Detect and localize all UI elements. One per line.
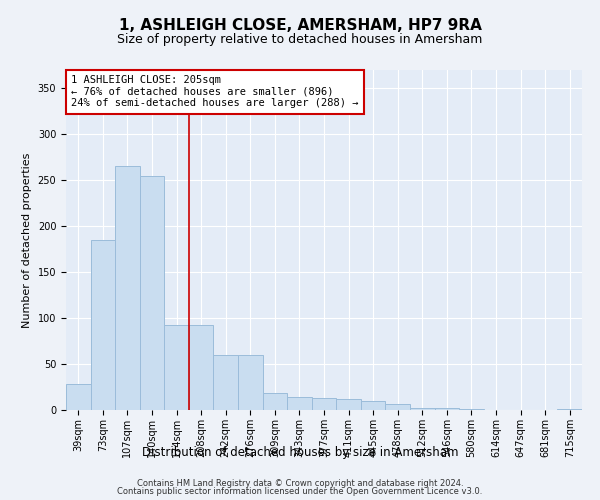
Text: 1 ASHLEIGH CLOSE: 205sqm
← 76% of detached houses are smaller (896)
24% of semi-: 1 ASHLEIGH CLOSE: 205sqm ← 76% of detach… xyxy=(71,75,359,108)
Bar xyxy=(189,324,214,410)
Bar xyxy=(434,408,459,410)
Text: Contains public sector information licensed under the Open Government Licence v3: Contains public sector information licen… xyxy=(118,487,482,496)
Bar xyxy=(140,176,164,410)
Bar xyxy=(557,409,582,410)
Bar xyxy=(312,398,336,410)
Bar xyxy=(361,401,385,410)
Bar xyxy=(238,355,263,410)
Bar xyxy=(287,397,312,410)
Text: Size of property relative to detached houses in Amersham: Size of property relative to detached ho… xyxy=(118,32,482,46)
Bar xyxy=(459,409,484,410)
Text: 1, ASHLEIGH CLOSE, AMERSHAM, HP7 9RA: 1, ASHLEIGH CLOSE, AMERSHAM, HP7 9RA xyxy=(119,18,481,32)
Bar xyxy=(91,240,115,410)
Bar xyxy=(214,355,238,410)
Bar xyxy=(115,166,140,410)
Bar xyxy=(164,324,189,410)
Bar xyxy=(336,399,361,410)
Bar xyxy=(385,404,410,410)
Bar xyxy=(263,394,287,410)
Bar xyxy=(66,384,91,410)
Y-axis label: Number of detached properties: Number of detached properties xyxy=(22,152,32,328)
Bar xyxy=(410,408,434,410)
Text: Distribution of detached houses by size in Amersham: Distribution of detached houses by size … xyxy=(142,446,458,459)
Text: Contains HM Land Registry data © Crown copyright and database right 2024.: Contains HM Land Registry data © Crown c… xyxy=(137,478,463,488)
